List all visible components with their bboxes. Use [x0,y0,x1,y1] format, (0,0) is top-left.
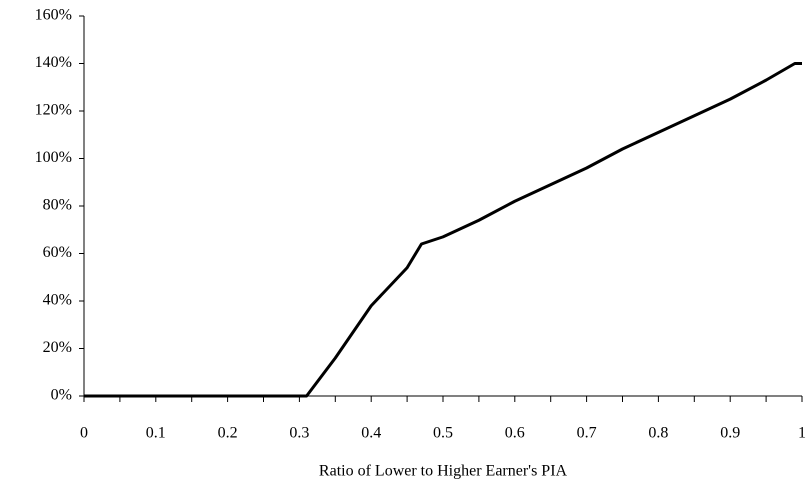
x-tick-label: 0.9 [720,425,740,442]
y-tick-label: 80% [43,197,72,214]
y-tick-label: 40% [43,292,72,309]
x-tick-label: 0.3 [289,425,309,442]
x-tick-label: 0.5 [433,425,453,442]
y-tick-label: 0% [51,387,72,404]
x-tick-label: 0.4 [361,425,381,442]
x-tick-label: 0.2 [218,425,238,442]
y-tick-label: 160% [35,7,72,24]
data-line [84,62,802,398]
x-tick-label: 1 [798,425,806,442]
x-tick-label: 0.1 [146,425,166,442]
y-tick-label: 120% [35,102,72,119]
x-tick-label: 0.8 [648,425,668,442]
x-tick-label: 0.7 [577,425,597,442]
y-tick-label: 20% [43,339,72,356]
x-axis-label: Ratio of Lower to Higher Earner's PIA [319,463,568,480]
x-tick-label: 0 [80,425,88,442]
y-tick-label: 60% [43,244,72,261]
y-tick-label: 140% [35,54,72,71]
y-tick-label: 100% [35,149,72,166]
x-tick-label: 0.6 [505,425,525,442]
